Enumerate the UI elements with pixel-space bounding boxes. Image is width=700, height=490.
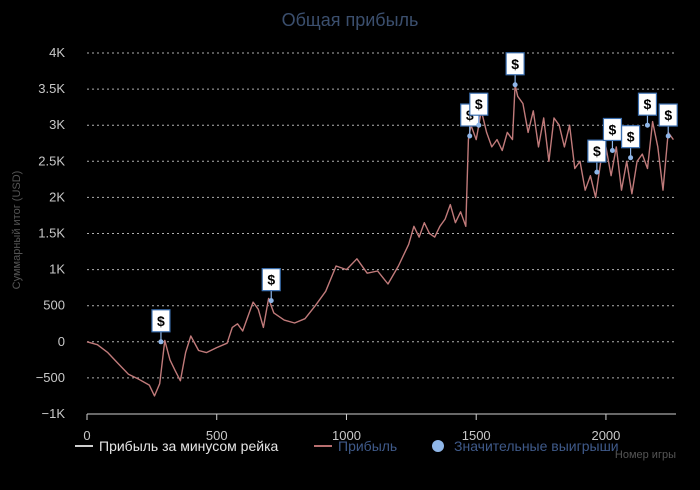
marker-dot <box>628 155 634 161</box>
marker-dot <box>158 339 164 345</box>
chart-title: Общая прибыль <box>282 10 419 30</box>
y-tick-label: 1K <box>49 262 65 277</box>
marker-dot <box>467 133 473 139</box>
grid-lines <box>87 52 676 415</box>
significant-win-marker: $ <box>469 92 489 128</box>
marker-dot <box>476 122 482 128</box>
legend-label: Прибыль за минусом рейка <box>99 438 279 454</box>
y-tick-label: 500 <box>43 298 65 313</box>
marker-flag <box>469 92 489 116</box>
y-tick-label: 3.5K <box>38 81 65 96</box>
marker-label: $ <box>609 121 617 137</box>
y-tick-label: 1.5K <box>38 226 65 241</box>
y-tick-label: 4K <box>49 45 65 60</box>
marker-flag <box>151 309 171 333</box>
significant-win-marker: $ <box>602 117 623 153</box>
marker-dot <box>609 147 615 153</box>
significant-win-marker: $ <box>151 309 171 345</box>
profit-series-line <box>86 84 674 397</box>
legend-label: Значительные выигрыши <box>454 438 619 454</box>
marker-flag <box>261 268 281 292</box>
marker-flag <box>620 125 641 149</box>
markers-layer: $$$$$$$$$$ <box>151 52 678 345</box>
marker-label: $ <box>475 96 483 112</box>
y-tick-label: 3K <box>49 117 65 132</box>
y-tick-label: 2K <box>49 189 65 204</box>
marker-label: $ <box>627 129 635 145</box>
x-tick-label: 0 <box>83 428 90 443</box>
x-tick-label: 1500 <box>462 428 491 443</box>
marker-flag <box>587 139 607 163</box>
x-tick-label: 1000 <box>332 428 361 443</box>
y-axis-title: Суммарный итог (USD) <box>11 171 23 290</box>
significant-win-marker: $ <box>261 268 281 304</box>
marker-flag <box>637 92 658 116</box>
marker-dot <box>512 82 518 88</box>
y-tick-label: −500 <box>36 370 65 385</box>
marker-flag <box>658 103 678 127</box>
significant-win-marker: $ <box>587 139 607 175</box>
marker-label: $ <box>593 143 601 159</box>
legend: Прибыль за минусом рейка Прибыль Значитель… <box>75 438 619 454</box>
legend-label: Прибыль <box>338 438 397 454</box>
y-tick-label: 0 <box>58 334 65 349</box>
marker-dot <box>268 298 274 304</box>
marker-label: $ <box>157 313 165 329</box>
x-axis-title: Номер игры <box>615 449 676 461</box>
x-tick-label: 500 <box>206 428 228 443</box>
y-tick-label: 2.5K <box>38 153 65 168</box>
marker-label: $ <box>267 272 275 288</box>
marker-label: $ <box>644 96 652 112</box>
significant-win-marker: $ <box>658 103 678 139</box>
marker-dot <box>644 122 650 128</box>
marker-flag <box>505 52 525 76</box>
marker-dot <box>594 169 600 175</box>
legend-swatch-dot <box>432 440 444 452</box>
y-tick-label: −1K <box>42 406 66 421</box>
x-tick-label: 2000 <box>591 428 620 443</box>
series-layer <box>86 84 674 397</box>
significant-win-marker: $ <box>620 125 641 161</box>
axes: −1K −500 0 500 1K 1.5K 2K 2.5K 3K 3.5K 4K 0 500 1000 1… <box>36 45 676 443</box>
marker-label: $ <box>511 56 519 72</box>
significant-win-marker: $ <box>505 52 525 88</box>
marker-dot <box>665 133 671 139</box>
marker-label: $ <box>664 107 672 123</box>
significant-win-marker: $ <box>637 92 658 128</box>
